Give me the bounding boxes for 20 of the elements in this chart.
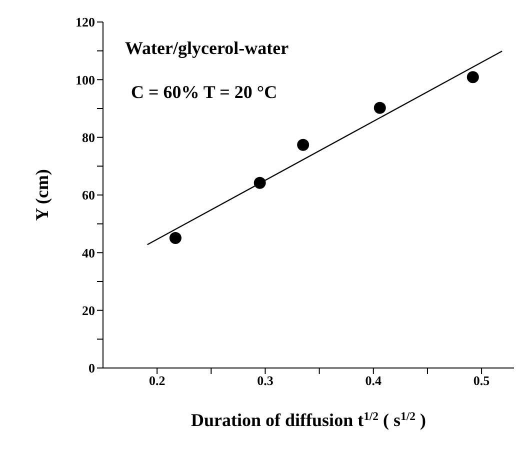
- y-tick-label: 0: [88, 360, 95, 376]
- x-tick-label: 0.5: [473, 373, 490, 388]
- point: [169, 232, 182, 244]
- y-tick-label: 20: [82, 302, 95, 318]
- x-tick-label: 0.3: [257, 373, 274, 388]
- annotation: Water/glycerol-water: [125, 38, 289, 59]
- y-tick-label: 40: [82, 245, 95, 260]
- y-tick-label: 120: [76, 14, 95, 30]
- y-axis-title: Y (cm): [32, 169, 52, 221]
- annotation: C = 60% T = 20 °C: [131, 82, 278, 103]
- point: [297, 138, 310, 151]
- y-tick-label: 80: [82, 130, 95, 145]
- point: [466, 71, 479, 84]
- x-tick-label: 0.4: [365, 373, 382, 388]
- y-tick-label: 60: [82, 188, 95, 203]
- y-tick-label: 100: [76, 72, 95, 88]
- x-tick-label: 0.2: [148, 373, 166, 388]
- x-axis-title: Duration of diffusion t$^{1/2}$ ( s$^{1/2}$ ): [191, 410, 426, 430]
- point: [254, 176, 266, 189]
- point: [374, 102, 386, 114]
